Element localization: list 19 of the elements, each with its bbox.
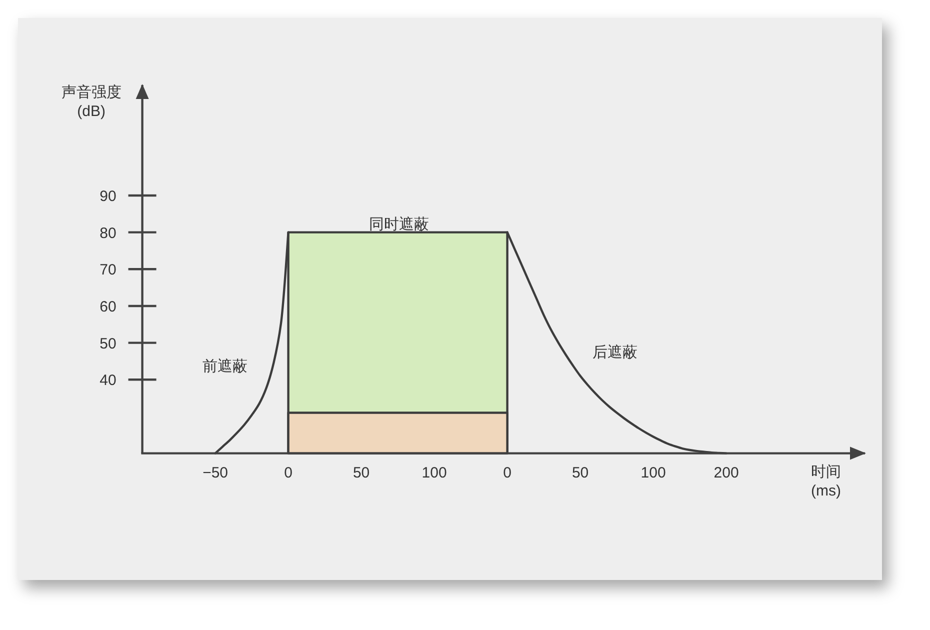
x-tick-label: −50 (202, 464, 228, 482)
y-tick-label: 50 (100, 335, 116, 352)
annotation: 前遮蔽 (202, 358, 248, 375)
x-tick-label: 200 (714, 464, 739, 482)
y-axis-title: 声音强度 (dB) (61, 84, 122, 120)
y-tick-label: 80 (100, 224, 116, 242)
x-tick-label: 50 (572, 464, 589, 482)
x-tick-label: 100 (422, 464, 447, 482)
x-tick-label: 0 (503, 464, 512, 482)
x-tick-label: 100 (640, 464, 666, 482)
y-tick-label: 40 (100, 372, 116, 390)
y-tick-label: 60 (100, 298, 116, 316)
annotation: 后遮蔽 (592, 344, 638, 361)
x-tick-label: 50 (352, 464, 370, 482)
y-tick-label: 70 (100, 262, 116, 279)
x-axis-title: 时间 (ms) (811, 463, 841, 500)
x-tick-label: 0 (284, 464, 292, 482)
y-tick-label: 90 (100, 188, 116, 205)
annotation: 同时遮蔽 (369, 216, 429, 233)
